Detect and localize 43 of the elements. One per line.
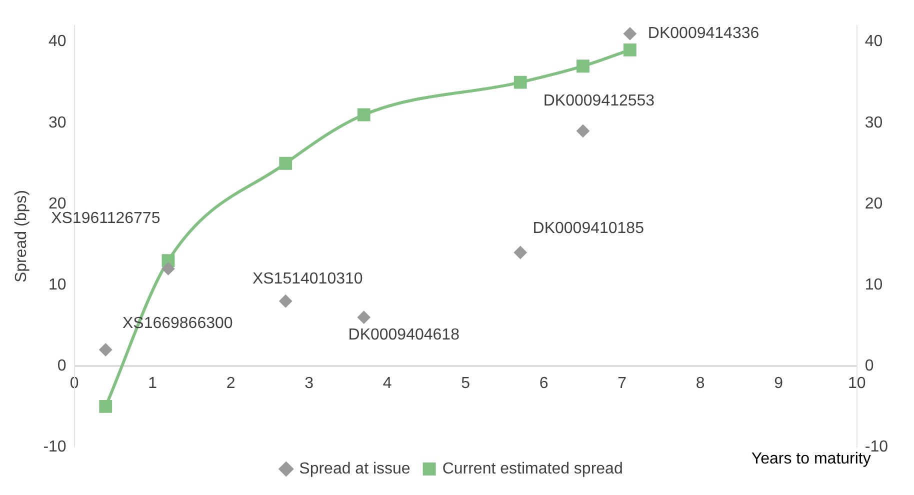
x-tick-label: 8 xyxy=(696,374,705,392)
y-tick-label: 40 xyxy=(48,33,66,50)
point xyxy=(514,246,527,260)
x-tick-label: 4 xyxy=(382,374,392,392)
y2-tick-label: 40 xyxy=(864,33,883,50)
annotation: XS1961126775 xyxy=(51,210,160,228)
y2-tick-label: 20 xyxy=(864,195,883,212)
point xyxy=(576,124,590,138)
x-tick-label: 2 xyxy=(226,374,236,392)
point xyxy=(514,76,527,89)
y-tick-label: -10 xyxy=(43,438,66,456)
x-tick-label: 5 xyxy=(461,374,470,392)
x-tick-label: 10 xyxy=(848,374,866,392)
x-tick-label: 9 xyxy=(774,374,784,392)
point xyxy=(357,108,370,122)
annotation: DK0009412553 xyxy=(543,92,655,110)
y-tick-label: 0 xyxy=(57,357,66,374)
y2-tick-label: 0 xyxy=(864,357,874,374)
x-tick-label: 6 xyxy=(539,374,548,392)
point xyxy=(99,343,112,356)
x-tick-label: 3 xyxy=(304,374,314,392)
point xyxy=(99,400,112,413)
annotation: DK0009410185 xyxy=(532,220,644,237)
y-tick-label: 10 xyxy=(48,276,66,294)
x-tick-label: 7 xyxy=(618,374,627,392)
legend-label: Current estimated spread xyxy=(442,460,623,478)
annotation: XS1514010310 xyxy=(252,270,363,288)
annotation: DK0009414336 xyxy=(648,25,760,42)
x-tick-label: 1 xyxy=(148,374,158,392)
annotation: DK0009404618 xyxy=(348,326,460,344)
y2-tick-label: 10 xyxy=(864,276,883,294)
point xyxy=(162,262,175,276)
legend-label: Spread at issue xyxy=(299,460,410,478)
y-axis-title: Spread (bps) xyxy=(13,190,30,283)
y-tick-label: 20 xyxy=(48,195,66,212)
point xyxy=(279,294,292,308)
point xyxy=(623,43,636,56)
point xyxy=(279,156,292,170)
y2-tick-label: 30 xyxy=(864,114,883,132)
point xyxy=(576,60,590,73)
point xyxy=(357,310,370,324)
y-tick-label: 30 xyxy=(48,114,66,132)
point xyxy=(623,27,636,40)
